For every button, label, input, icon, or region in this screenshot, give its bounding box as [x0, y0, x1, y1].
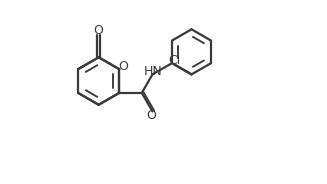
Text: O: O: [94, 24, 104, 37]
Text: Cl: Cl: [168, 54, 180, 67]
Text: O: O: [146, 109, 157, 123]
Text: HN: HN: [144, 65, 163, 78]
Text: O: O: [118, 61, 128, 73]
